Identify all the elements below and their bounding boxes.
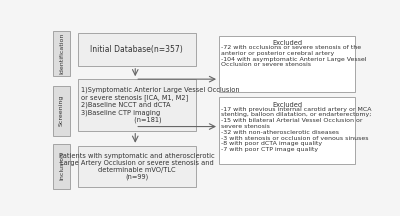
FancyBboxPatch shape bbox=[78, 33, 196, 66]
FancyBboxPatch shape bbox=[219, 36, 355, 92]
FancyBboxPatch shape bbox=[219, 97, 355, 164]
Text: Screening: Screening bbox=[59, 95, 64, 126]
FancyBboxPatch shape bbox=[78, 146, 196, 187]
Text: Inclusion: Inclusion bbox=[59, 152, 64, 180]
FancyBboxPatch shape bbox=[53, 86, 70, 136]
Text: Excluded: Excluded bbox=[272, 40, 302, 46]
FancyBboxPatch shape bbox=[53, 31, 70, 76]
Text: Patients with symptomatic and atherosclerotic
Large Artery Occlusion or severe s: Patients with symptomatic and atheroscle… bbox=[59, 153, 215, 180]
Text: Initial Database(n=357): Initial Database(n=357) bbox=[90, 45, 183, 54]
FancyBboxPatch shape bbox=[53, 144, 70, 189]
Text: -72 with occlusions or severe stenosis of the
anterior or posterior cerebral art: -72 with occlusions or severe stenosis o… bbox=[222, 45, 367, 67]
Text: -17 with previous internal carotid artery or MCA
stenting, balloon dilatation, o: -17 with previous internal carotid arter… bbox=[222, 106, 372, 152]
FancyBboxPatch shape bbox=[78, 79, 196, 131]
Text: Identification: Identification bbox=[59, 33, 64, 74]
Text: 1)Symptomatic Anterior Large Vessel Occlusion
or severe stenosis [ICA, M1, M2]
2: 1)Symptomatic Anterior Large Vessel Occl… bbox=[81, 87, 240, 123]
Text: Excluded: Excluded bbox=[272, 102, 302, 108]
